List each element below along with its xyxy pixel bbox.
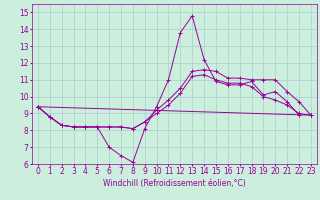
X-axis label: Windchill (Refroidissement éolien,°C): Windchill (Refroidissement éolien,°C) [103,179,246,188]
